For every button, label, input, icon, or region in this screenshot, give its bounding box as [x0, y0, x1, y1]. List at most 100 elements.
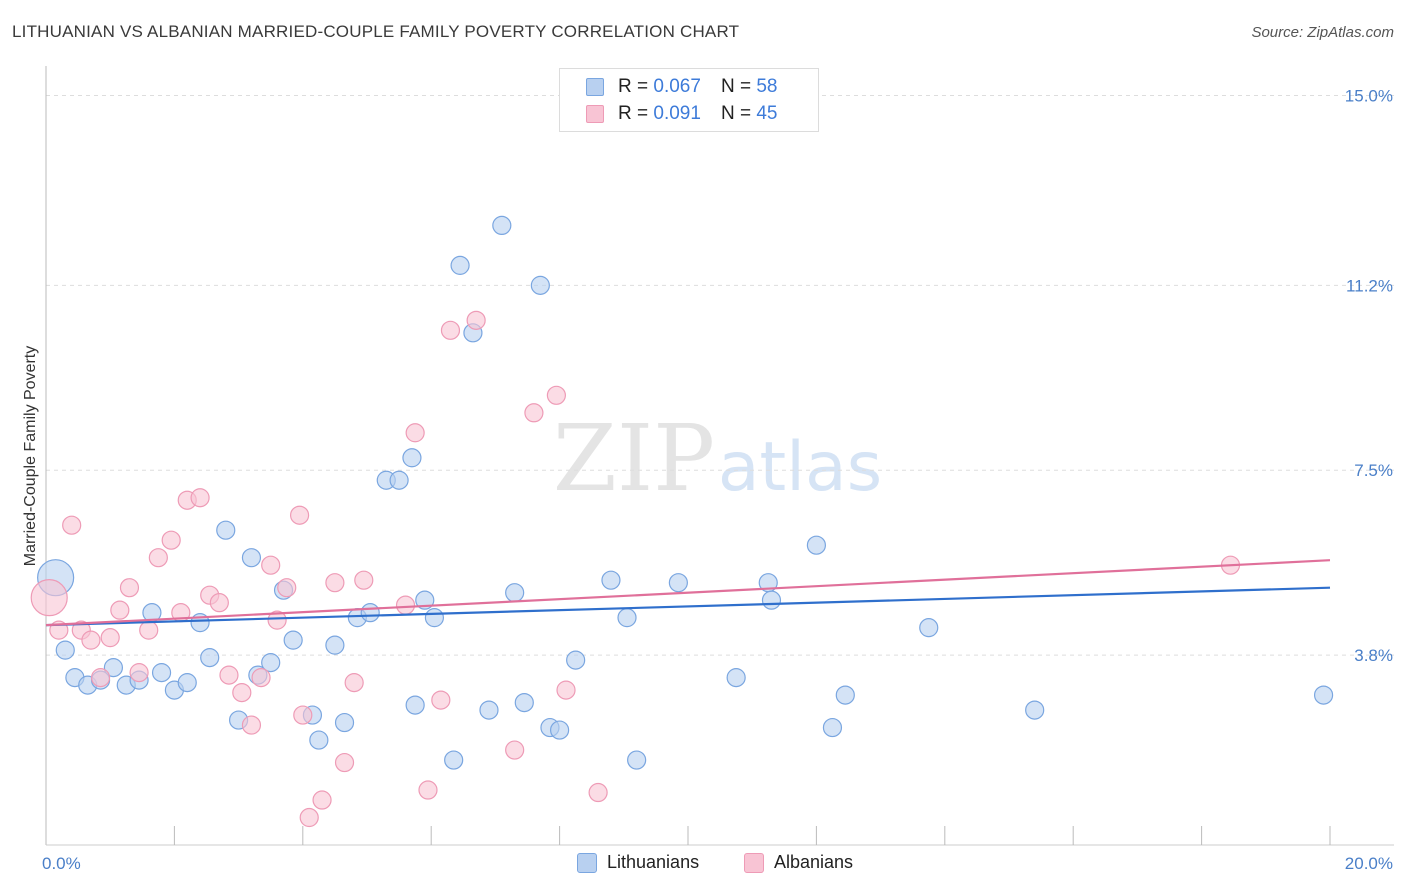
grid: [46, 94, 1394, 656]
albanian-point: [190, 488, 210, 508]
lithuanian-point: [389, 470, 409, 490]
albanian-point: [546, 385, 566, 405]
y-tick-label: 7.5%: [1354, 461, 1393, 480]
watermark: ZIP atlas: [553, 405, 882, 512]
lithuanian-point: [514, 692, 534, 713]
lithuanian-point: [492, 215, 512, 236]
lithuanian-point: [1025, 700, 1045, 720]
albanian-point: [431, 690, 451, 710]
x-tick-label: 0.0%: [42, 854, 81, 873]
lithuanian-point: [216, 520, 236, 540]
watermark-atlas: atlas: [718, 428, 882, 507]
trend-line-lithuanians: [45, 586, 1331, 627]
series-albanians: [30, 310, 1241, 828]
chart-title: LITHUANIAN VS ALBANIAN MARRIED-COUPLE FA…: [12, 22, 740, 41]
lithuanian-point: [549, 720, 570, 740]
lithuanian-point: [1313, 685, 1334, 705]
lithuanian-point: [668, 573, 688, 593]
lithuanian-point: [479, 700, 499, 720]
lithuanian-point: [601, 570, 621, 590]
lithuanian-point: [177, 673, 197, 693]
albanian-point: [251, 668, 271, 688]
albanian-point: [344, 673, 364, 693]
legend-n-value: 58: [756, 76, 778, 97]
trend-lines: [45, 559, 1331, 627]
albanian-point: [299, 807, 319, 828]
y-tick-label: 11.2%: [1346, 276, 1393, 295]
albanian-point: [261, 555, 281, 575]
legend-swatch-albanians: [744, 852, 764, 873]
albanian-point: [277, 578, 297, 598]
lithuanian-point: [424, 608, 445, 628]
lithuanian-point: [761, 590, 782, 610]
albanian-point: [289, 505, 310, 525]
lithuanian-point: [835, 685, 855, 705]
albanian-point: [81, 630, 101, 650]
legend-row-lithuanians: R = 0.067 N = 58: [560, 75, 777, 99]
legend-n-label: N =: [720, 103, 752, 124]
lithuanian-point: [444, 750, 464, 770]
x-tick-labels: 0.0% 20.0%: [42, 854, 1393, 873]
lithuanian-point: [241, 548, 262, 568]
lithuanian-point: [627, 750, 647, 770]
lithuanian-point: [325, 635, 345, 655]
source-label: Source: ZipAtlas.com: [1251, 24, 1394, 41]
albanian-point: [219, 665, 239, 685]
legend-r-value: 0.067: [653, 76, 701, 97]
lithuanian-point: [261, 653, 281, 673]
lithuanian-point: [103, 658, 124, 678]
legend-r-label: R =: [618, 103, 649, 124]
albanian-point: [588, 782, 608, 803]
albanian-point: [440, 320, 461, 340]
lithuanian-point: [55, 640, 75, 660]
albanian-point: [161, 530, 181, 550]
lithuanian-point: [505, 583, 525, 603]
x-tick-label: 20.0%: [1345, 854, 1393, 873]
y-axis-label: Married-Couple Family Poverty: [22, 346, 39, 567]
albanian-point: [62, 515, 82, 535]
lithuanian-point: [405, 695, 425, 715]
x-ticks: [173, 826, 1331, 845]
legend-swatch-lithuanians: [577, 852, 597, 873]
legend-label-albanians: Albanians: [774, 852, 854, 872]
legend-row-albanians: R = 0.091 N = 45: [560, 102, 777, 126]
stats-legend: R = 0.067 N = 58 R = 0.091 N = 45: [559, 68, 819, 132]
lithuanian-point: [919, 618, 939, 638]
lithuanian-point: [726, 668, 746, 688]
lithuanian-point: [151, 663, 172, 683]
legend-r-value: 0.091: [653, 103, 701, 124]
albanian-point: [505, 740, 525, 760]
legend-swatch-albanians: [586, 105, 604, 123]
lithuanian-point: [566, 650, 586, 670]
legend-r-label: R =: [618, 76, 649, 97]
albanian-point: [30, 579, 68, 617]
lithuanian-point: [806, 535, 827, 555]
albanian-point: [524, 403, 544, 423]
lithuanian-point: [617, 608, 637, 628]
lithuanian-point: [530, 275, 550, 295]
axes: [45, 66, 1394, 846]
albanian-point: [241, 715, 262, 735]
albanian-point: [110, 600, 130, 620]
trend-line-albanians: [45, 559, 1331, 627]
legend-n-value: 45: [756, 103, 778, 124]
albanian-point: [232, 682, 252, 703]
albanian-point: [466, 310, 486, 330]
lithuanian-point: [822, 717, 843, 738]
albanian-point: [139, 620, 159, 640]
legend-n-label: N =: [720, 76, 752, 97]
lithuanian-point: [283, 630, 303, 650]
albanian-point: [209, 593, 229, 613]
albanian-point: [325, 573, 345, 593]
albanian-point: [334, 752, 355, 773]
albanian-point: [418, 780, 438, 800]
albanian-point: [354, 570, 374, 590]
albanian-point: [90, 668, 111, 688]
lithuanian-point: [200, 648, 220, 668]
albanian-point: [267, 610, 287, 630]
y-tick-labels: 3.8% 7.5% 11.2% 15.0%: [1345, 86, 1393, 665]
series-legend: Lithuanians Albanians: [0, 852, 1406, 878]
albanian-point: [119, 578, 140, 598]
watermark-zip: ZIP: [553, 405, 715, 512]
